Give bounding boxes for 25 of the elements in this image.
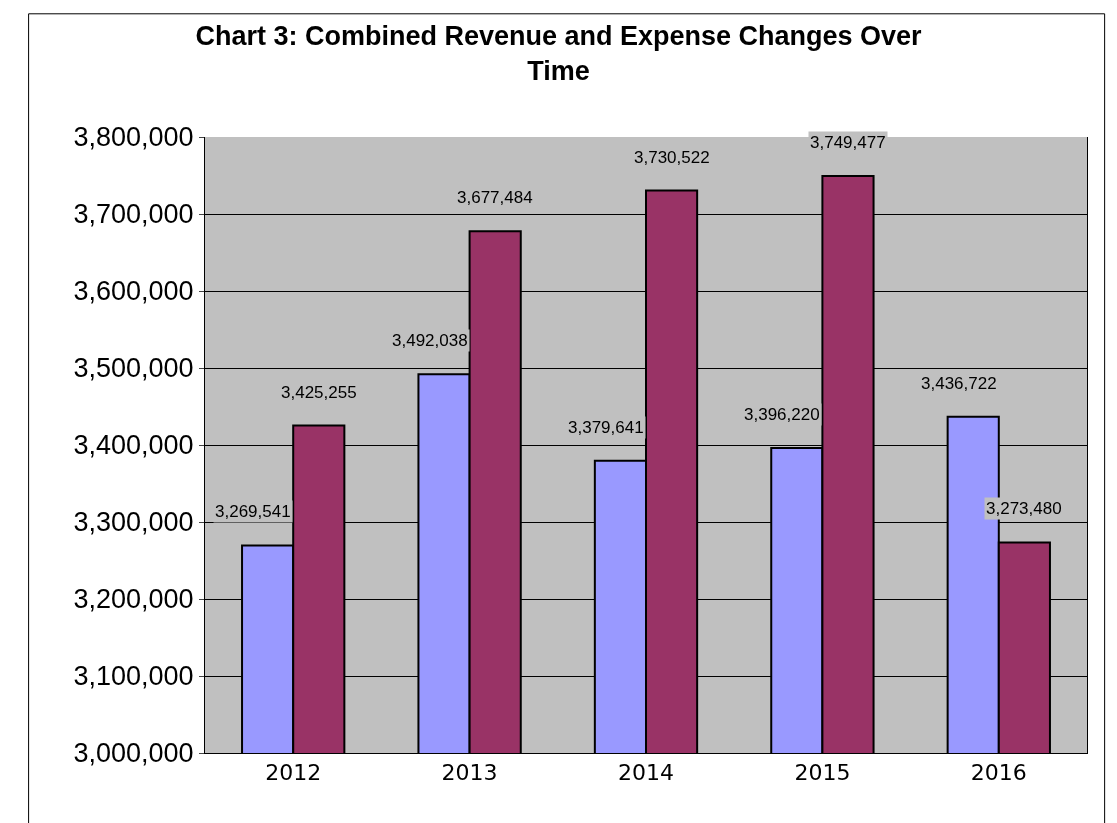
y-tick-label: 3,800,000	[73, 122, 194, 153]
y-tick-label: 3,300,000	[73, 507, 194, 538]
text: 3,749,477	[810, 133, 886, 152]
x-tick-label: 2013	[441, 760, 498, 786]
y-tick-label: 3,700,000	[73, 199, 194, 230]
y-tick-label: 3,100,000	[73, 661, 194, 692]
text: 3,379,641	[568, 418, 644, 437]
y-tick-label: 3,500,000	[73, 353, 194, 384]
y-tick-label: 3,000,000	[73, 738, 194, 769]
text: 3,492,038	[392, 331, 468, 350]
chart-title: Chart 3: Combined Revenue and Expense Changes Over Time	[195, 21, 923, 87]
y-tick-label: 3,600,000	[73, 276, 194, 307]
x-tick-label: 2014	[618, 760, 674, 786]
x-tick-label: 2012	[265, 760, 322, 786]
text: 3,273,480	[986, 499, 1062, 518]
text: 3,436,722	[921, 374, 997, 393]
text: 3,677,484	[457, 188, 533, 207]
x-tick-label: 2015	[794, 760, 851, 786]
text: 3,730,522	[634, 148, 710, 167]
y-tick-label: 3,200,000	[73, 584, 194, 615]
x-tick-label: 2016	[970, 760, 1027, 786]
text: 3,425,255	[281, 383, 357, 402]
text: 3,396,220	[744, 405, 820, 424]
y-tick-label: 3,400,000	[73, 430, 194, 461]
text: 3,269,541	[215, 502, 291, 521]
